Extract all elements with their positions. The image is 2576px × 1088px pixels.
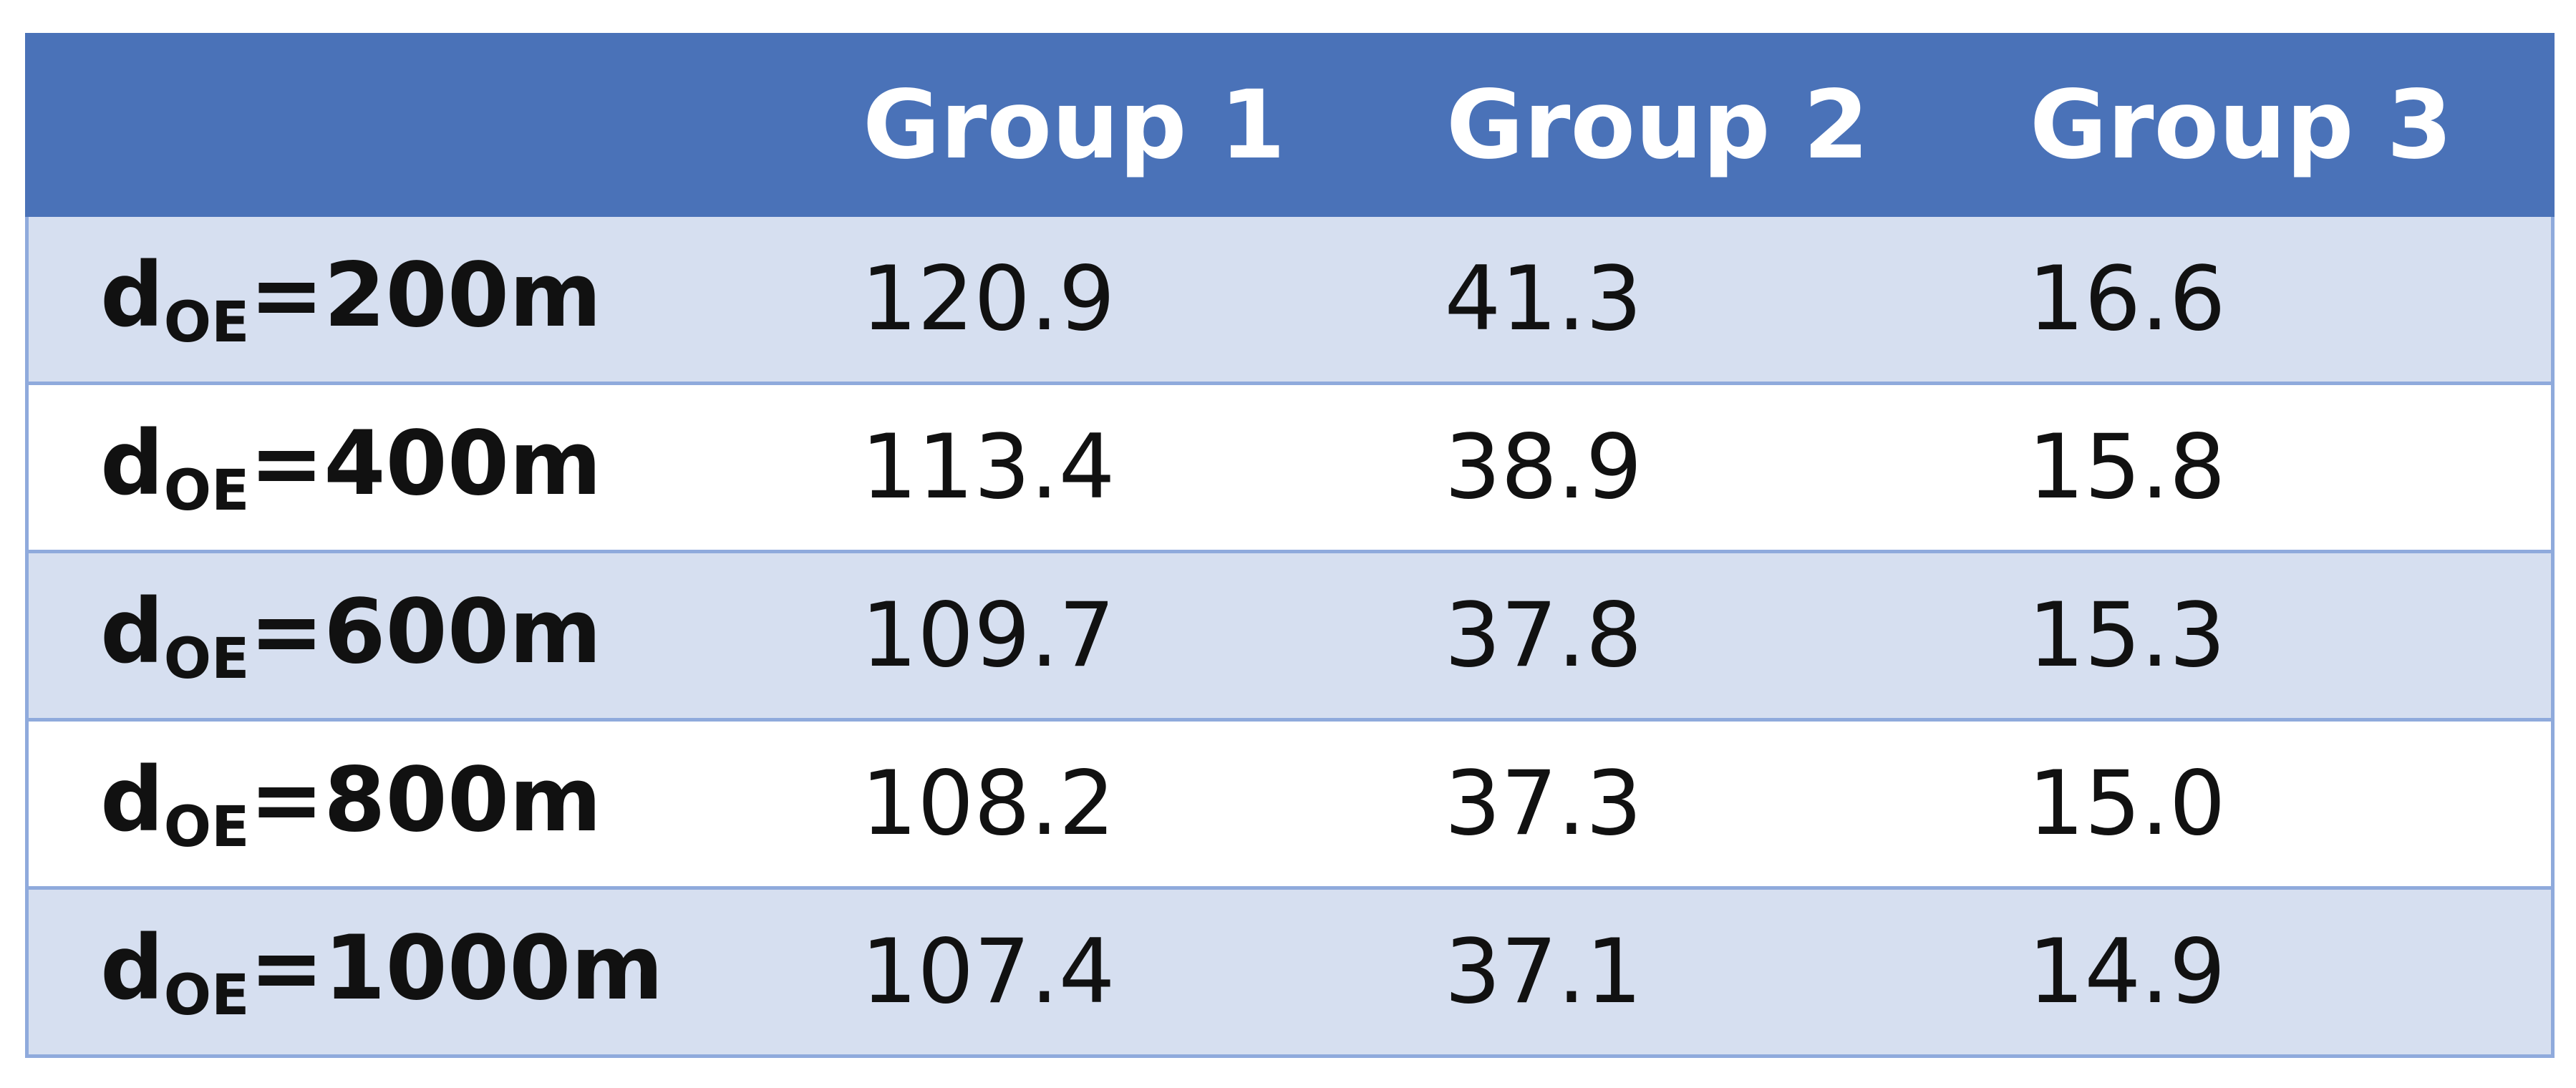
table-row: dOE=600m 109.7 37.8 15.3	[25, 550, 2555, 722]
label-rest: =200m	[249, 243, 602, 347]
table-body: dOE=200m 120.9 41.3 16.6 dOE=400m 113.4 38.9 15…	[25, 213, 2555, 1058]
table-row: dOE=200m 120.9 41.3 16.6	[25, 213, 2555, 385]
label-subscript: OE	[163, 626, 250, 691]
row-label: dOE=400m	[25, 382, 833, 553]
value-cell: 16.6	[1999, 213, 2555, 385]
label-rest: =600m	[249, 580, 602, 684]
value-cell: 38.9	[1415, 382, 2000, 553]
value-cell: 15.8	[1999, 382, 2555, 553]
column-header: Group 1	[831, 33, 1418, 217]
value-cell: 37.3	[1415, 718, 2000, 890]
row-label: dOE=200m	[25, 213, 833, 385]
value-cell: 109.7	[832, 550, 1416, 722]
label-base: d	[100, 916, 164, 1020]
header-row: Group 1 Group 2 Group 3	[25, 33, 2555, 217]
label-subscript: OE	[163, 795, 250, 860]
data-table: Group 1 Group 2 Group 3 dOE=200m 120.9 41.3 1…	[25, 33, 2555, 1058]
value-cell: 37.8	[1415, 550, 2000, 722]
label-subscript: OE	[163, 290, 250, 355]
column-header: Group 3	[1998, 33, 2555, 217]
label-base: d	[100, 412, 164, 515]
label-rest: =800m	[249, 748, 602, 852]
row-label: dOE=800m	[25, 718, 833, 890]
value-cell: 107.4	[832, 886, 1416, 1058]
table-row: dOE=400m 113.4 38.9 15.8	[25, 382, 2555, 553]
label-subscript: OE	[163, 458, 250, 523]
row-label: dOE=1000m	[25, 886, 833, 1058]
column-header: Group 2	[1414, 33, 2001, 217]
label-base: d	[100, 580, 164, 684]
label-base: d	[100, 748, 164, 852]
value-cell: 120.9	[832, 213, 1416, 385]
value-cell: 15.3	[1999, 550, 2555, 722]
value-cell: 14.9	[1999, 886, 2555, 1058]
value-cell: 15.0	[1999, 718, 2555, 890]
label-subscript: OE	[163, 963, 250, 1028]
table-row: dOE=800m 108.2 37.3 15.0	[25, 718, 2555, 890]
value-cell: 113.4	[832, 382, 1416, 553]
row-label: dOE=600m	[25, 550, 833, 722]
label-rest: =1000m	[249, 916, 664, 1020]
label-rest: =400m	[249, 412, 602, 515]
value-cell: 41.3	[1415, 213, 2000, 385]
value-cell: 37.1	[1415, 886, 2000, 1058]
table-row: dOE=1000m 107.4 37.1 14.9	[25, 886, 2555, 1058]
corner-cell	[25, 33, 834, 217]
value-cell: 108.2	[832, 718, 1416, 890]
label-base: d	[100, 243, 164, 347]
